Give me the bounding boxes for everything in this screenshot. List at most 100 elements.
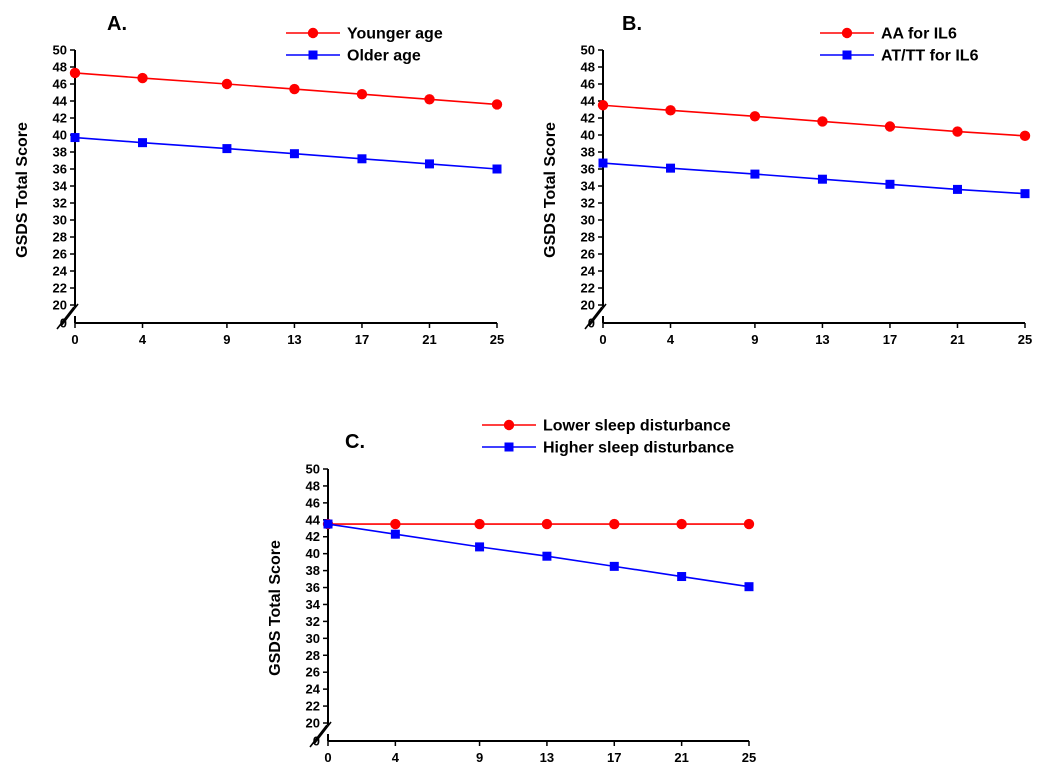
series-higher-sleep-disturbance [323, 519, 754, 592]
chart-panel-c: C.GSDS Total Score2022242628303234363840… [267, 418, 756, 766]
y-tick-label: 42 [581, 111, 595, 126]
legend-label: Lower sleep disturbance [543, 418, 731, 435]
y-tick-label: 48 [306, 478, 320, 493]
legend-label: AA for IL6 [881, 26, 957, 43]
legend-entry: Older age [286, 48, 421, 65]
legend-marker-square [308, 50, 318, 60]
legend-marker-circle [841, 27, 853, 39]
axis-break-mark [56, 306, 75, 330]
legend-entry: Lower sleep disturbance [482, 418, 731, 435]
y-tick-label: 38 [581, 145, 595, 160]
series-lower-sleep-disturbance [322, 518, 755, 530]
data-point-square [744, 582, 754, 592]
data-point-circle [69, 67, 81, 79]
y-tick-label: 42 [53, 111, 67, 126]
x-tick-label: 17 [355, 332, 369, 347]
y-tick-label: 40 [581, 128, 595, 143]
axis-break-mark [584, 306, 603, 330]
y-tick-label: 28 [581, 230, 595, 245]
data-point-circle [952, 126, 963, 137]
y-tick-label: 44 [581, 94, 596, 109]
data-point-square [424, 159, 434, 169]
x-tick-label: 25 [490, 332, 504, 347]
y-tick-label: 24 [306, 682, 321, 697]
data-point-square [138, 138, 148, 148]
panel-label: A. [107, 13, 127, 35]
y-tick-label: 32 [581, 196, 595, 211]
x-tick-label: 0 [599, 332, 606, 347]
y-tick-label: 22 [53, 281, 67, 296]
y-tick-label: 44 [306, 512, 321, 527]
data-point-circle [356, 89, 368, 100]
series-at-tt-for-il6 [598, 158, 1030, 199]
y-tick-label: 22 [581, 281, 595, 296]
y-tick-label: 24 [581, 264, 596, 279]
y-tick-label: 20 [53, 298, 67, 313]
data-point-square [390, 529, 400, 539]
data-point-circle [474, 518, 485, 530]
x-tick-label: 13 [540, 750, 554, 765]
chart-panel-a: A.GSDS Total Score2022242628303234363840… [14, 13, 504, 347]
x-tick-label: 0 [71, 332, 78, 347]
y-tick-label: 48 [581, 60, 595, 75]
series-older-age [70, 133, 502, 174]
y-tick-label: 46 [306, 495, 320, 510]
data-point-square [492, 164, 502, 174]
y-tick-label: 50 [53, 43, 67, 58]
data-point-square [677, 572, 687, 582]
panel-label: B. [622, 13, 642, 35]
data-point-circle [137, 72, 148, 84]
x-tick-label: 0 [324, 750, 331, 765]
y-tick-label: 26 [581, 247, 595, 262]
x-tick-label: 17 [883, 332, 897, 347]
legend-marker-circle [307, 27, 319, 39]
y-tick-label: 36 [306, 580, 320, 595]
x-tick-label: 13 [287, 332, 301, 347]
data-point-circle [665, 105, 676, 116]
x-tick-label: 25 [742, 750, 756, 765]
y-tick-label: 34 [53, 179, 68, 194]
data-point-square [70, 133, 80, 143]
series-younger-age [69, 67, 503, 110]
y-tick-label: 30 [581, 213, 595, 228]
data-point-circle [597, 100, 609, 111]
y-tick-label: 46 [53, 77, 67, 92]
axis-break-mark [60, 303, 79, 327]
data-point-circle [1019, 130, 1031, 142]
data-point-square [289, 149, 299, 159]
data-point-circle [676, 518, 687, 530]
y-tick-label: 40 [306, 546, 320, 561]
y-tick-label: 30 [306, 631, 320, 646]
data-point-circle [743, 518, 755, 530]
y-tick-label: 44 [53, 94, 68, 109]
data-point-square [1020, 189, 1030, 199]
y-tick-label-zero: 0 [588, 316, 595, 331]
y-tick-label: 40 [53, 128, 67, 143]
data-point-square [666, 163, 676, 173]
data-point-square [750, 169, 760, 179]
data-point-circle [221, 78, 233, 90]
y-tick-label: 38 [306, 563, 320, 578]
x-tick-label: 4 [392, 750, 400, 765]
legend-marker-circle [503, 419, 515, 431]
x-tick-label: 21 [674, 750, 688, 765]
y-axis-label: GSDS Total Score [267, 540, 284, 676]
y-tick-label: 22 [306, 699, 320, 714]
y-axis-label: GSDS Total Score [14, 122, 31, 258]
x-tick-label: 21 [950, 332, 964, 347]
legend-marker-square [842, 50, 852, 60]
data-point-square [475, 542, 485, 552]
y-tick-label-zero: 0 [60, 316, 67, 331]
y-tick-label: 20 [306, 716, 320, 731]
data-point-square [817, 174, 827, 184]
data-point-square [323, 519, 333, 529]
y-tick-label: 20 [581, 298, 595, 313]
y-tick-label: 48 [53, 60, 67, 75]
y-tick-label: 34 [581, 179, 596, 194]
data-point-circle [749, 111, 761, 122]
data-point-circle [424, 94, 435, 105]
y-tick-label: 36 [53, 162, 67, 177]
y-tick-label: 28 [53, 230, 67, 245]
y-tick-label: 50 [306, 462, 320, 477]
data-point-square [952, 184, 962, 194]
